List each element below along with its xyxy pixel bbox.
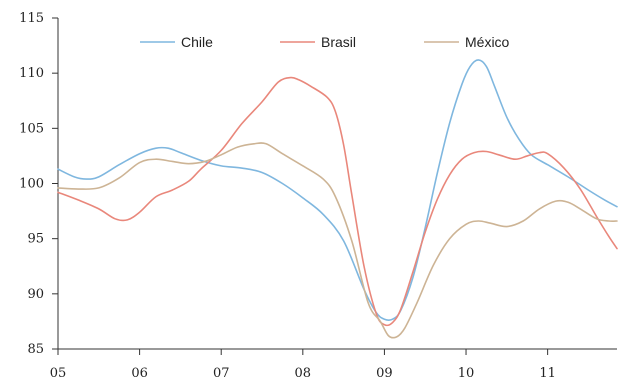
legend-label: Chile (181, 34, 213, 50)
y-tick-label: 115 (19, 11, 44, 26)
axes: 85 90 95 100 105 110 115 05 06 07 08 09 10 11 (19, 11, 617, 381)
x-tick-label: 08 (295, 366, 312, 381)
y-tick-label: 95 (27, 232, 44, 247)
y-ticks: 85 90 95 100 105 110 115 (19, 11, 58, 357)
series-line-chile (57, 59, 618, 321)
series-line-brasil (57, 76, 618, 327)
legend: Chile Brasil México (140, 34, 510, 50)
y-tick-label: 90 (27, 287, 44, 302)
x-tick-label: 11 (539, 366, 556, 381)
x-tick-label: 10 (458, 366, 475, 381)
series-lines (57, 59, 618, 339)
y-tick-label: 100 (19, 177, 44, 192)
legend-label: México (465, 34, 510, 50)
y-tick-label: 105 (19, 121, 44, 136)
legend-label: Brasil (321, 34, 356, 50)
x-ticks: 05 06 07 08 09 10 11 (50, 349, 556, 381)
x-tick-label: 06 (131, 366, 148, 381)
y-tick-label: 110 (19, 66, 44, 81)
x-tick-label: 07 (213, 366, 230, 381)
x-tick-label: 09 (376, 366, 393, 381)
series-line-m-xico (57, 142, 618, 339)
y-tick-label: 85 (27, 342, 44, 357)
x-tick-label: 05 (50, 366, 67, 381)
